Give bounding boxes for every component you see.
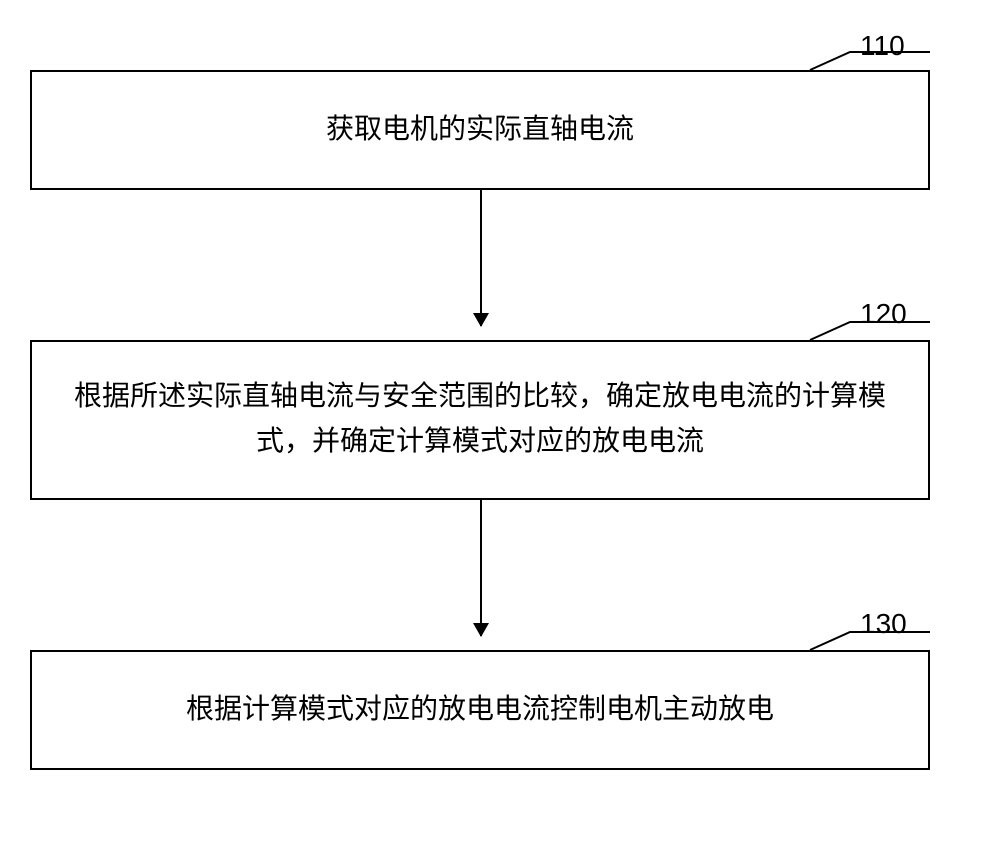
- flow-label-120: 120: [860, 298, 907, 330]
- arrow-110-to-120: [480, 190, 482, 326]
- arrow-120-to-130: [480, 500, 482, 636]
- flow-label-110: 110: [860, 30, 905, 62]
- flow-label-130: 130: [860, 608, 907, 640]
- flow-step-130: 根据计算模式对应的放电电流控制电机主动放电: [30, 650, 930, 770]
- flowchart-container: 获取电机的实际直轴电流 110 根据所述实际直轴电流与安全范围的比较，确定放电电…: [30, 40, 970, 820]
- flow-step-110-text: 获取电机的实际直轴电流: [326, 108, 634, 153]
- flow-step-110: 获取电机的实际直轴电流: [30, 70, 930, 190]
- flow-step-120-text: 根据所述实际直轴电流与安全范围的比较，确定放电电流的计算模式，并确定计算模式对应…: [72, 375, 888, 465]
- flow-step-130-text: 根据计算模式对应的放电电流控制电机主动放电: [186, 688, 774, 733]
- flow-step-120: 根据所述实际直轴电流与安全范围的比较，确定放电电流的计算模式，并确定计算模式对应…: [30, 340, 930, 500]
